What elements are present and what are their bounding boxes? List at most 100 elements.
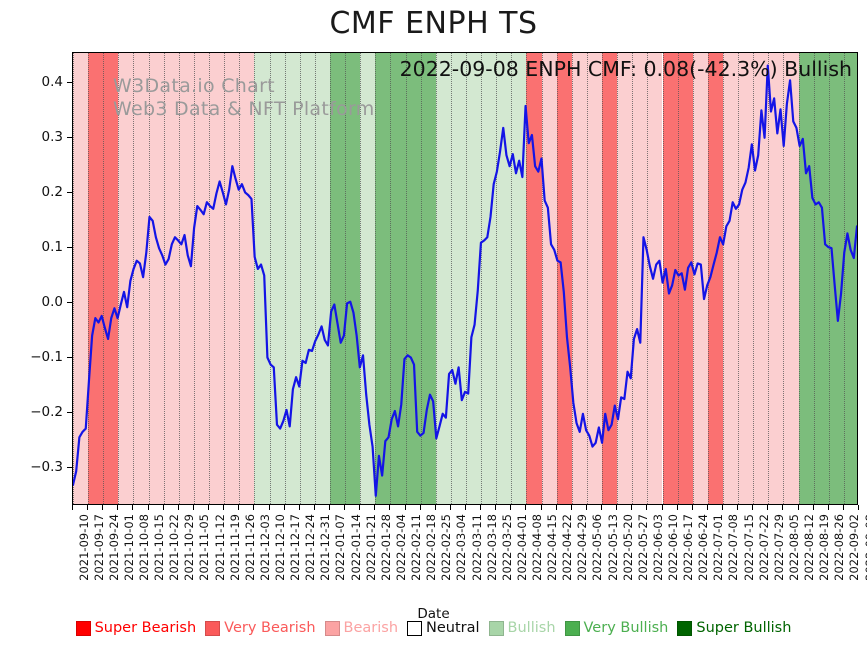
- y-tick-label: 0.3: [41, 129, 63, 146]
- gridline-vertical: [466, 53, 467, 504]
- legend-item-very-bearish[interactable]: Very Bearish: [205, 620, 316, 636]
- x-tick-label: 2021-11-26: [242, 514, 257, 581]
- x-tick-mark: [631, 505, 633, 510]
- x-tick-label: 2021-10-15: [152, 514, 167, 581]
- x-tick-mark: [298, 505, 300, 510]
- x-tick-label: 2021-10-08: [136, 514, 151, 581]
- x-tick-mark: [676, 505, 678, 510]
- legend-item-bullish[interactable]: Bullish: [488, 620, 556, 636]
- x-tick-mark: [737, 505, 739, 510]
- page-title: CMF ENPH TS: [329, 6, 538, 41]
- x-tick-mark: [510, 505, 512, 510]
- regime-band-bearish: [118, 53, 255, 504]
- regime-band-very-bearish: [602, 53, 618, 504]
- x-tick-label: 2022-04-22: [560, 514, 575, 581]
- gridline-vertical: [617, 53, 619, 504]
- legend-item-very-bullish[interactable]: Very Bullish: [564, 620, 669, 636]
- gridline-vertical: [178, 53, 180, 504]
- regime-band-bearish: [617, 53, 663, 504]
- legend-swatch-icon: [677, 620, 693, 636]
- x-tick-mark: [328, 505, 330, 510]
- gridline-vertical: [435, 53, 437, 504]
- x-tick-label: 2022-06-17: [681, 514, 696, 581]
- gridline-vertical: [118, 53, 120, 504]
- x-tick-label: 2021-12-10: [273, 514, 287, 581]
- x-tick-label: 2022-09-08: [862, 514, 867, 581]
- gridline-vertical: [843, 53, 845, 504]
- legend-item-super-bullish[interactable]: Super Bullish: [677, 620, 791, 636]
- x-tick-label: 2022-07-01: [711, 514, 726, 581]
- x-tick-label: 2022-06-10: [666, 514, 680, 581]
- legend-item-neutral[interactable]: Neutral: [407, 620, 480, 636]
- x-tick-mark: [268, 505, 270, 510]
- gridline-vertical: [677, 53, 679, 504]
- gridline-vertical: [329, 53, 331, 504]
- y-tick-label: 0.1: [41, 238, 63, 255]
- x-tick-mark: [752, 505, 754, 510]
- gridline-vertical: [692, 53, 694, 504]
- gridline-vertical: [73, 53, 74, 504]
- x-tick-mark: [721, 505, 723, 510]
- gridline-vertical: [269, 53, 271, 504]
- x-tick-label: 2021-10-22: [167, 514, 182, 581]
- x-tick-label: 2022-05-06: [590, 514, 605, 581]
- x-tick-label: 2022-05-27: [635, 514, 650, 581]
- x-tick-label: 2022-03-04: [454, 514, 469, 581]
- legend-label: Super Bearish: [94, 620, 197, 636]
- x-tick-mark: [162, 505, 164, 510]
- plot-area: W3Data.io Chart Web3 Data & NFT Platform…: [72, 52, 858, 505]
- x-tick-label: 2021-12-31: [318, 514, 333, 581]
- y-tick-label: 0.4: [41, 74, 63, 91]
- gridline-vertical: [375, 53, 377, 504]
- x-tick-mark: [782, 505, 784, 510]
- gridline-vertical: [571, 53, 573, 504]
- x-tick-mark: [359, 505, 361, 510]
- legend-item-bearish[interactable]: Bearish: [324, 620, 399, 636]
- x-tick-mark: [555, 505, 557, 510]
- x-tick-mark: [283, 505, 285, 510]
- x-tick-mark: [208, 505, 210, 510]
- gridline-vertical: [602, 53, 604, 504]
- x-tick-label: 2022-02-25: [439, 514, 454, 581]
- x-tick-label: 2022-02-04: [393, 514, 408, 581]
- gridline-vertical: [299, 53, 301, 504]
- gridline-vertical: [496, 53, 498, 504]
- x-tick-mark: [525, 505, 527, 510]
- x-tick-label: 2021-09-10: [76, 514, 91, 581]
- y-tick-mark: [67, 411, 72, 413]
- gridline-vertical: [209, 53, 211, 504]
- legend-item-super-bearish[interactable]: Super Bearish: [75, 620, 197, 636]
- legend-swatch-icon: [488, 620, 504, 636]
- x-tick-label: 2022-04-15: [545, 514, 560, 581]
- x-tick-mark: [767, 505, 769, 510]
- x-tick-mark: [389, 505, 391, 510]
- legend-swatch-icon: [564, 620, 580, 636]
- legend-label: Bearish: [343, 620, 399, 636]
- x-tick-label: 2022-01-07: [333, 514, 348, 581]
- x-tick-mark: [812, 505, 814, 510]
- gridline-vertical: [481, 53, 483, 504]
- x-tick-label: 2022-09-02: [847, 514, 862, 581]
- gridline-vertical: [768, 53, 770, 504]
- x-tick-mark: [797, 505, 799, 510]
- regime-band-bearish: [541, 53, 557, 504]
- x-tick-label: 2021-09-24: [106, 514, 121, 581]
- gridline-vertical: [738, 53, 740, 504]
- legend-label: Very Bullish: [583, 620, 669, 636]
- gridline-vertical: [813, 53, 815, 504]
- regime-band-very-bearish: [526, 53, 542, 504]
- gridline-vertical: [88, 53, 90, 504]
- regime-band-bullish: [284, 53, 330, 504]
- x-tick-label: 2022-07-15: [741, 514, 756, 581]
- x-tick-mark: [706, 505, 708, 510]
- x-tick-mark: [858, 505, 859, 510]
- gridline-vertical: [556, 53, 558, 504]
- x-tick-mark: [117, 505, 119, 510]
- x-tick-mark: [661, 505, 663, 510]
- y-tick-mark: [67, 246, 72, 248]
- x-tick-mark: [404, 505, 406, 510]
- gridline-vertical: [783, 53, 785, 504]
- y-tick-mark: [67, 466, 72, 468]
- x-tick-label: 2022-04-08: [529, 514, 544, 581]
